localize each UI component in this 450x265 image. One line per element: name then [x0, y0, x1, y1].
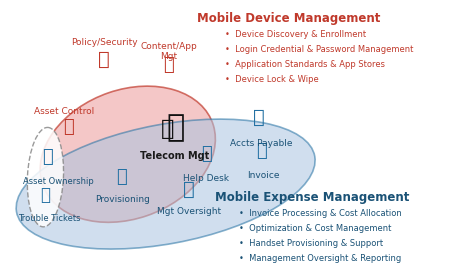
Text: 📱: 📱	[42, 148, 53, 166]
Text: 👤: 👤	[161, 119, 174, 139]
Text: 📲: 📲	[40, 186, 50, 204]
Text: •  Handset Provisioning & Support: • Handset Provisioning & Support	[238, 239, 382, 248]
Text: •  Optimization & Cost Management: • Optimization & Cost Management	[238, 224, 391, 233]
Text: Asset Control: Asset Control	[34, 108, 94, 117]
Text: Accts Payable: Accts Payable	[230, 139, 292, 148]
Text: Policy/Security: Policy/Security	[71, 38, 137, 47]
Text: Help Desk: Help Desk	[183, 174, 230, 183]
Text: •  Device Discovery & Enrollment: • Device Discovery & Enrollment	[225, 30, 366, 39]
Ellipse shape	[16, 119, 315, 249]
Text: 🎧: 🎧	[201, 145, 212, 163]
Ellipse shape	[40, 86, 216, 222]
Text: Content/App
Mgt: Content/App Mgt	[140, 42, 197, 61]
Text: Telecom Mgt: Telecom Mgt	[140, 151, 210, 161]
Text: 🔄: 🔄	[63, 118, 73, 136]
Text: Mobile Expense Management: Mobile Expense Management	[215, 191, 410, 204]
Ellipse shape	[27, 127, 63, 227]
Text: 🔒: 🔒	[98, 50, 110, 69]
Text: Provisioning: Provisioning	[95, 195, 150, 204]
Text: •  Management Oversight & Reporting: • Management Oversight & Reporting	[238, 254, 401, 263]
Text: 🖥: 🖥	[166, 113, 184, 142]
Text: •  Login Credential & Password Management: • Login Credential & Password Management	[225, 45, 414, 54]
Text: 🧾: 🧾	[256, 142, 266, 160]
Text: •  Application Standards & App Stores: • Application Standards & App Stores	[225, 60, 385, 69]
Text: Asset Ownership: Asset Ownership	[23, 177, 94, 186]
Text: 👤: 👤	[253, 108, 265, 127]
Text: 🛒: 🛒	[116, 168, 126, 186]
Text: 👥: 👥	[184, 180, 195, 198]
Text: •  Invoice Processing & Cost Allocation: • Invoice Processing & Cost Allocation	[238, 209, 401, 218]
Text: 📁: 📁	[163, 56, 174, 74]
Text: •  Device Lock & Wipe: • Device Lock & Wipe	[225, 75, 319, 84]
Text: Invoice: Invoice	[247, 171, 279, 180]
Text: Mgt Oversight: Mgt Oversight	[157, 207, 221, 216]
Text: Trouble Tickets: Trouble Tickets	[18, 214, 81, 223]
Text: Mobile Device Management: Mobile Device Management	[197, 12, 380, 25]
